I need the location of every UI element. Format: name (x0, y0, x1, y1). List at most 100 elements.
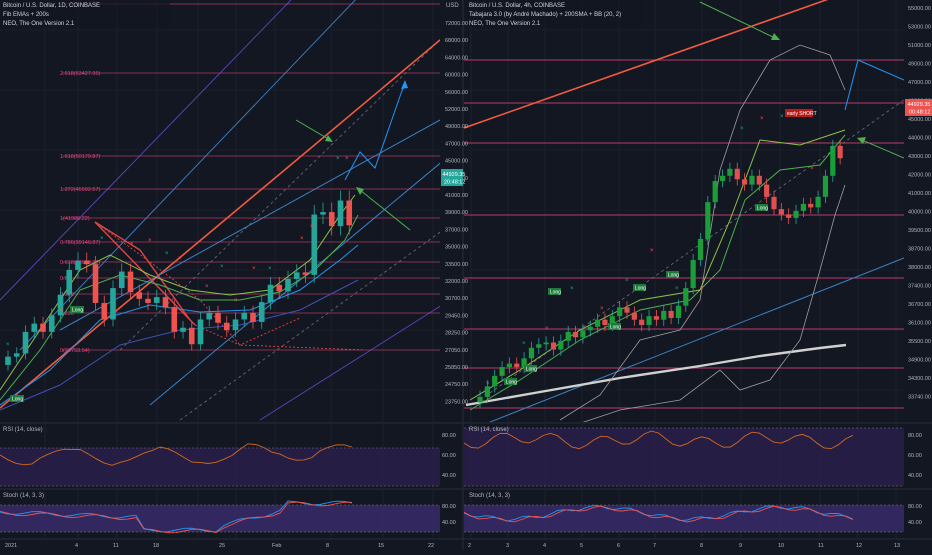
time-tick-label: 22 (428, 543, 434, 549)
price-tick-label: 72000.00 (445, 21, 468, 27)
candle-body (162, 297, 169, 308)
right-rsi-label: RSI (14, close) (469, 427, 509, 433)
price-tick-label: 49000.00 (445, 124, 468, 130)
right-time-axis[interactable]: 2 3 4 5 6 7 8 9 10 11 12 13 (468, 543, 900, 549)
right-indicator-label: NEO, The One Version 2.1 (469, 21, 541, 27)
signal-marker: × (522, 341, 526, 347)
left-main-pane[interactable]: 2.618(63427.95) 1.618(50179.87) 1.272(4559… (0, 0, 450, 421)
candle-body (528, 347, 535, 359)
fib-level-label: 2.618(63427.95) (60, 71, 101, 77)
candle-body (171, 307, 178, 332)
candle-body (127, 271, 134, 293)
price-tick-label: 36100.00 (908, 321, 931, 327)
price-tick-label: 32000.00 (445, 279, 468, 285)
stoch-band (0, 505, 440, 532)
projection-path (344, 81, 406, 181)
long-signal-box (633, 284, 646, 291)
candle-body (719, 175, 726, 182)
left-time-axis[interactable]: 2021 4 11 18 25 Feb 8 15 22 (5, 543, 434, 549)
price-tick-label: 34300.00 (908, 376, 931, 382)
right-indicator-panes[interactable] (463, 427, 904, 533)
right-main-pane[interactable]: ××××××××× ××× ×××LongLongLongLongLongLongL… (464, 0, 904, 430)
price-tick-label: 45000.00 (908, 117, 931, 123)
signal-marker: × (310, 224, 314, 230)
signal-marker: × (60, 308, 64, 314)
fib-level-label: 0.236 (60, 311, 74, 317)
price-tick-label: 64000.00 (445, 55, 468, 61)
bollinger-lower (582, 184, 846, 422)
signal-marker: × (780, 114, 784, 120)
signal-marker: × (6, 342, 10, 348)
candle-body (639, 319, 645, 325)
signal-marker: × (252, 266, 256, 272)
candle-body (145, 298, 151, 303)
price-tick-label: 23750.00 (445, 399, 468, 405)
candle-body (241, 312, 248, 320)
fib-level-label: 1.618(50179.87) (60, 154, 101, 160)
price-tick-label: 42000.00 (908, 173, 931, 179)
candle-body (587, 326, 593, 331)
signal-marker: × (486, 381, 490, 387)
candle-body (683, 288, 689, 306)
time-tick-label: 4 (543, 543, 546, 549)
moving-average-line (469, 129, 846, 401)
candle-body (786, 214, 792, 218)
pattern-leg (194, 317, 301, 346)
center-price-axis[interactable]: USD 72000.00 68000.00 64000.00 60000.00 5600… (442, 3, 468, 526)
candle-body (337, 200, 344, 227)
candle-body (118, 271, 125, 289)
candle-body (697, 238, 704, 261)
price-tick-label: 55000.00 (908, 6, 931, 12)
bollinger-upper (559, 44, 846, 421)
annotation-arrow (699, 1, 776, 39)
candle-body (492, 375, 498, 387)
time-tick-label: 3 (506, 543, 509, 549)
signal-marker: × (25, 346, 29, 352)
candle-body (793, 210, 799, 218)
candle-body (808, 203, 814, 208)
candle-body (521, 358, 527, 368)
price-tick-label: 43000.00 (908, 154, 931, 160)
signal-marker: × (760, 116, 764, 122)
price-tick-label: 47000.00 (908, 80, 931, 86)
candle-body (285, 278, 291, 292)
candle-body (514, 363, 520, 368)
time-tick-label: 11 (818, 543, 824, 549)
candle-body (830, 145, 836, 176)
time-tick-label: 8 (700, 543, 703, 549)
countdown-label: 00:48:12 (909, 110, 930, 116)
candle-body (653, 316, 659, 320)
last-price-label: 44929.35 (908, 102, 931, 108)
candle-body (800, 203, 806, 211)
candle-body (258, 302, 265, 322)
price-tick-label: 41000.00 (908, 191, 931, 197)
candle-body (668, 310, 674, 318)
long-signal-label: Long (668, 272, 679, 278)
time-tick-label: 4 (75, 543, 78, 549)
left-indicator-panes[interactable] (0, 443, 440, 534)
left-rsi-label: RSI (14, close) (3, 427, 43, 433)
blue-trendline (488, 257, 904, 422)
long-signal-label: Long (12, 396, 23, 402)
trend-channel-line (179, 231, 440, 421)
countdown-label: 20:48:12 (444, 180, 465, 186)
candle-body (320, 212, 326, 215)
long-signal-label: Long (550, 289, 561, 295)
candle-body (675, 305, 682, 318)
candle-body (661, 310, 667, 320)
candle-body (180, 327, 186, 332)
candle-body (477, 396, 483, 403)
candle-body (572, 331, 579, 338)
price-tick-label: 24750.00 (445, 382, 468, 388)
rsi-tick-label: 80.00 (442, 433, 456, 439)
candle-body (646, 316, 652, 325)
price-tick-label: 29450.00 (445, 313, 468, 319)
left-stoch-label: Stoch (14, 3, 3) (3, 493, 44, 499)
short-signal-box (785, 109, 813, 117)
stoch-d-line (0, 501, 353, 534)
blue-trendline (59, 119, 440, 331)
price-tick-label: 33740.00 (908, 395, 931, 401)
time-tick-label: Feb (272, 543, 281, 549)
candle-body (346, 200, 353, 226)
